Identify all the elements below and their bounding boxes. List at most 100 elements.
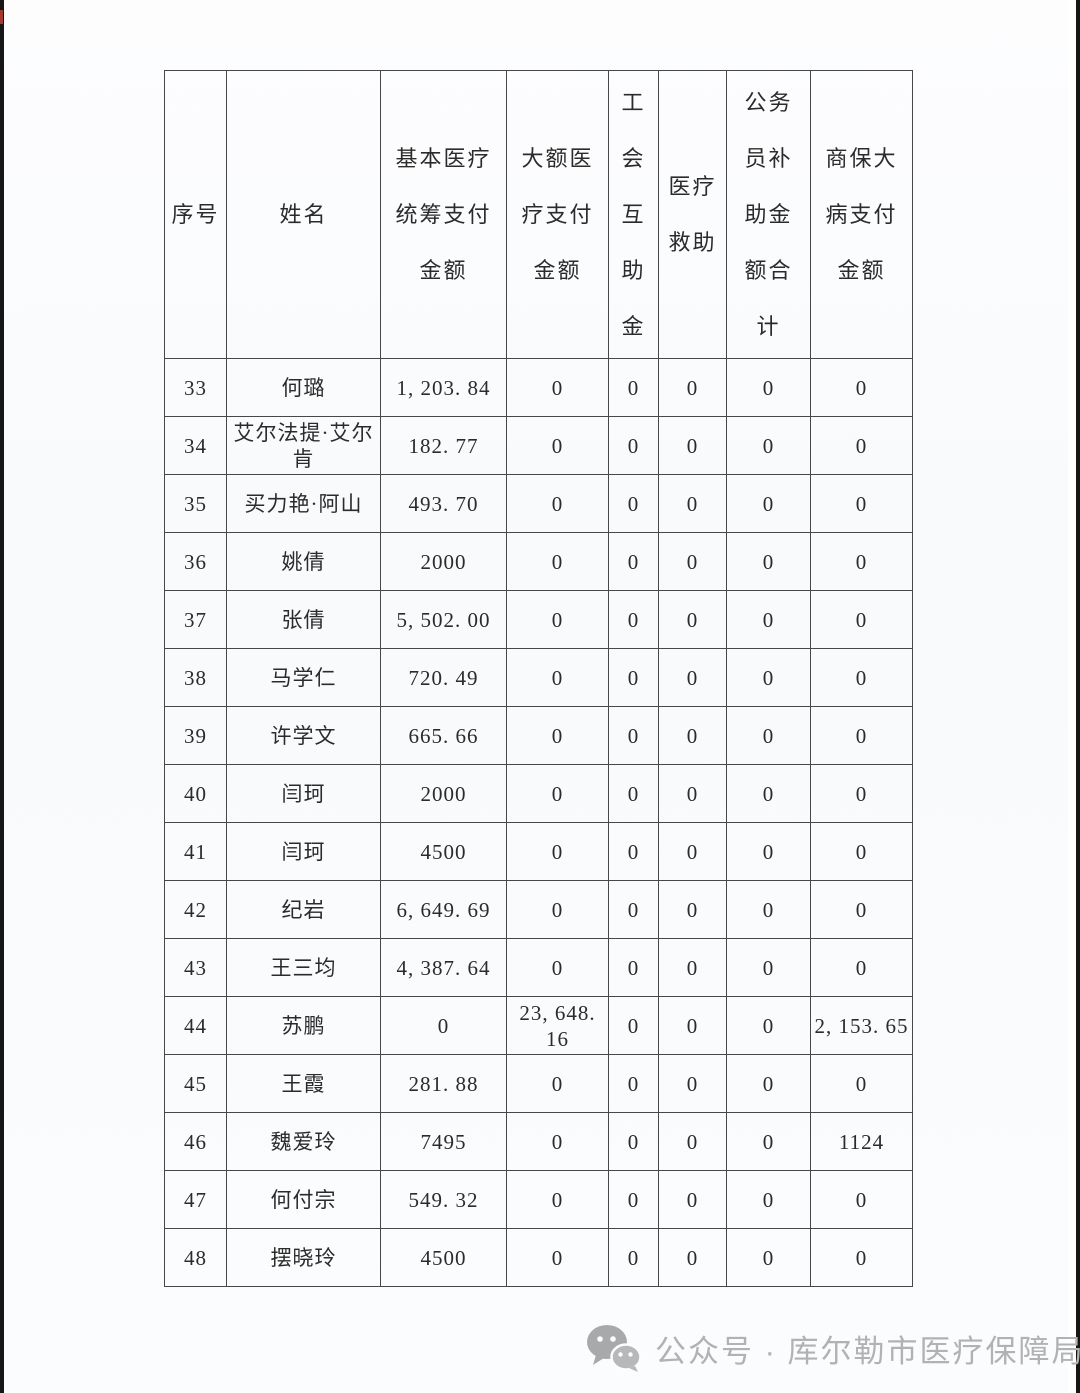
column-header-basic: 基本医疗 统筹支付 金额: [380, 70, 507, 359]
cell-large: 0: [506, 938, 609, 997]
cell-commercial: 0: [810, 1228, 913, 1287]
cell-index: 42: [164, 880, 227, 939]
cell-aid: 0: [658, 1054, 727, 1113]
table-row: 41 闫珂 4500 0 0 0 0 0: [164, 822, 913, 881]
cell-commercial: 0: [810, 590, 913, 649]
cell-large: 0: [506, 1170, 609, 1229]
cell-commercial: 1124: [810, 1112, 913, 1171]
cell-union: 0: [608, 416, 659, 475]
cell-union: 0: [608, 764, 659, 823]
watermark-text: 公众号 · 库尔勒市医疗保障局: [655, 1333, 1080, 1369]
cell-aid: 0: [658, 1112, 727, 1171]
cell-large: 0: [506, 358, 609, 417]
table-row: 45 王霞 281. 88 0 0 0 0 0: [164, 1054, 913, 1113]
cell-name: 许学文: [226, 706, 381, 765]
cell-aid: 0: [658, 1170, 727, 1229]
cell-union: 0: [608, 1228, 659, 1287]
cell-aid: 0: [658, 822, 727, 881]
cell-civil: 0: [726, 938, 811, 997]
cell-name: 姚倩: [226, 532, 381, 591]
cell-index: 35: [164, 474, 227, 533]
cell-aid: 0: [658, 474, 727, 533]
cell-name: 艾尔法提·艾尔肯: [226, 416, 381, 475]
table-row: 39 许学文 665. 66 0 0 0 0 0: [164, 706, 913, 765]
photo-left-edge: [0, 0, 4, 1393]
cell-civil: 0: [726, 474, 811, 533]
table-row: 48 摆晓玲 4500 0 0 0 0 0: [164, 1228, 913, 1287]
cell-basic: 4500: [380, 1228, 507, 1287]
cell-civil: 0: [726, 1170, 811, 1229]
cell-name: 王三均: [226, 938, 381, 997]
cell-index: 46: [164, 1112, 227, 1171]
cell-union: 0: [608, 706, 659, 765]
column-header-large: 大额医 疗支付 金额: [506, 70, 609, 359]
cell-index: 34: [164, 416, 227, 475]
cell-union: 0: [608, 532, 659, 591]
cell-large: 0: [506, 822, 609, 881]
photo-right-edge: [1076, 0, 1080, 1393]
cell-basic: 6, 649. 69: [380, 880, 507, 939]
cell-index: 36: [164, 532, 227, 591]
cell-union: 0: [608, 1170, 659, 1229]
cell-civil: 0: [726, 706, 811, 765]
table-row: 44 苏鹏 0 23, 648. 16 0 0 0 2, 153. 65: [164, 996, 913, 1055]
photo-right-gap: [1068, 0, 1076, 1393]
cell-basic: 4, 387. 64: [380, 938, 507, 997]
cell-large: 0: [506, 1228, 609, 1287]
cell-civil: 0: [726, 648, 811, 707]
cell-civil: 0: [726, 1054, 811, 1113]
cell-commercial: 0: [810, 358, 913, 417]
photo-edge-artifact: [0, 10, 3, 24]
cell-commercial: 0: [810, 532, 913, 591]
cell-basic: 4500: [380, 822, 507, 881]
cell-civil: 0: [726, 590, 811, 649]
column-header-name: 姓名: [226, 70, 381, 359]
cell-basic: 2000: [380, 764, 507, 823]
cell-aid: 0: [658, 706, 727, 765]
column-header-union: 工会互助金: [608, 70, 659, 359]
cell-union: 0: [608, 1054, 659, 1113]
cell-index: 47: [164, 1170, 227, 1229]
header-row: 序号 姓名 基本医疗 统筹支付 金额 大额医 疗支付 金额工会互助金医疗 救助 公务 员补 助金 额合计…: [164, 70, 913, 359]
watermark: 公众号 · 库尔勒市医疗保障局: [586, 1322, 1080, 1374]
cell-aid: 0: [658, 416, 727, 475]
table-row: 34 艾尔法提·艾尔肯 182. 77 0 0 0 0 0: [164, 416, 913, 475]
cell-union: 0: [608, 474, 659, 533]
cell-commercial: 2, 153. 65: [810, 996, 913, 1055]
cell-civil: 0: [726, 416, 811, 475]
cell-index: 41: [164, 822, 227, 881]
cell-index: 33: [164, 358, 227, 417]
cell-union: 0: [608, 590, 659, 649]
table-row: 35 买力艳·阿山 493. 70 0 0 0 0 0: [164, 474, 913, 533]
table-row: 33 何璐 1, 203. 84 0 0 0 0 0: [164, 358, 913, 417]
cell-name: 苏鹏: [226, 996, 381, 1055]
cell-name: 张倩: [226, 590, 381, 649]
cell-union: 0: [608, 358, 659, 417]
table-row: 36 姚倩 2000 0 0 0 0 0: [164, 532, 913, 591]
cell-large: 0: [506, 706, 609, 765]
cell-name: 马学仁: [226, 648, 381, 707]
cell-basic: 720. 49: [380, 648, 507, 707]
cell-union: 0: [608, 648, 659, 707]
cell-basic: 2000: [380, 532, 507, 591]
cell-civil: 0: [726, 822, 811, 881]
cell-aid: 0: [658, 764, 727, 823]
cell-index: 38: [164, 648, 227, 707]
cell-large: 0: [506, 880, 609, 939]
cell-civil: 0: [726, 880, 811, 939]
cell-name: 魏爱玲: [226, 1112, 381, 1171]
cell-large: 0: [506, 1054, 609, 1113]
cell-commercial: 0: [810, 822, 913, 881]
wechat-icon: [587, 1325, 642, 1372]
cell-civil: 0: [726, 532, 811, 591]
cell-aid: 0: [658, 532, 727, 591]
cell-name: 何付宗: [226, 1170, 381, 1229]
cell-large: 0: [506, 590, 609, 649]
cell-union: 0: [608, 1112, 659, 1171]
cell-basic: 7495: [380, 1112, 507, 1171]
cell-index: 44: [164, 996, 227, 1055]
cell-basic: 549. 32: [380, 1170, 507, 1229]
cell-large: 0: [506, 532, 609, 591]
cell-name: 闫珂: [226, 764, 381, 823]
cell-basic: 5, 502. 00: [380, 590, 507, 649]
